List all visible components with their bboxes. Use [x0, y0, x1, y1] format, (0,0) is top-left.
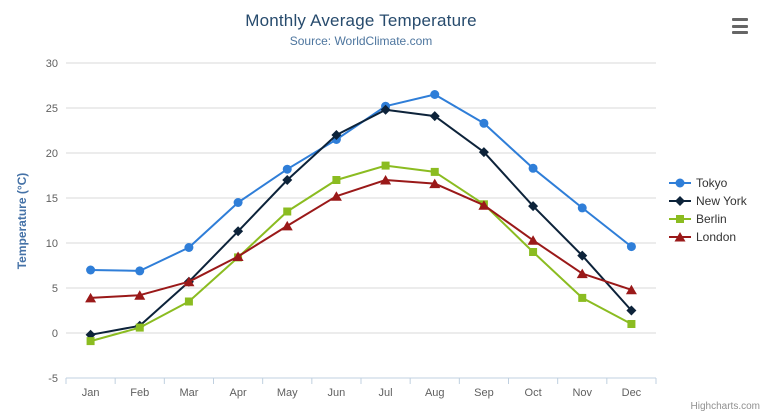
context-menu-button[interactable]	[729, 15, 755, 37]
legend-item-new-york[interactable]: New York	[669, 194, 747, 208]
series-line	[89, 93, 633, 272]
data-point-marker[interactable]	[430, 90, 440, 99]
legend-label: New York	[696, 194, 747, 208]
data-point-marker[interactable]	[86, 337, 95, 346]
data-point-marker[interactable]	[430, 167, 439, 176]
series-line	[89, 179, 633, 299]
y-axis-tick-label: 10	[46, 238, 58, 250]
x-axis-tick-label: Nov	[572, 387, 592, 399]
data-point-marker[interactable]	[134, 290, 146, 300]
data-point-marker[interactable]	[332, 176, 341, 184]
hamburger-menu-icon	[732, 31, 748, 34]
y-axis-tick-label: 0	[52, 328, 58, 340]
series-london[interactable]	[85, 175, 637, 303]
data-point-marker[interactable]	[85, 292, 97, 303]
highcharts-credit[interactable]: Highcharts.com	[690, 401, 760, 412]
legend-label: London	[696, 230, 737, 244]
data-point-marker[interactable]	[135, 266, 145, 276]
legend-marker	[676, 215, 684, 223]
data-point-marker[interactable]	[626, 305, 637, 316]
y-axis-tick-label: 20	[46, 148, 58, 160]
legend-marker	[675, 178, 685, 188]
data-point-marker[interactable]	[381, 161, 390, 170]
data-point-marker[interactable]	[380, 104, 391, 115]
data-point-marker[interactable]	[529, 248, 538, 256]
triangle-legend-marker-icon	[669, 232, 691, 242]
hamburger-menu-icon	[732, 18, 748, 21]
y-axis-tick-label: 25	[46, 103, 58, 115]
legend-label: Berlin	[696, 212, 727, 226]
y-axis-tick-label: 15	[46, 193, 58, 205]
data-point-marker[interactable]	[86, 265, 96, 275]
data-point-marker[interactable]	[479, 118, 489, 128]
legend: Tokyo New York Berlin London	[669, 176, 747, 244]
x-axis-tick-label: May	[277, 387, 298, 399]
diamond-legend-marker-icon	[669, 196, 691, 206]
x-axis-tick-label: Dec	[622, 387, 642, 399]
data-point-marker[interactable]	[577, 250, 588, 261]
y-axis-tick-label: 5	[52, 283, 58, 295]
legend-item-berlin[interactable]: Berlin	[669, 212, 747, 226]
x-axis-tick-label: Jul	[379, 387, 393, 399]
series-new-york[interactable]	[85, 104, 637, 340]
x-axis-tick-label: Jan	[82, 387, 100, 399]
data-point-marker[interactable]	[282, 175, 293, 185]
data-point-marker[interactable]	[184, 243, 194, 252]
y-axis-tick-label: -5	[48, 373, 58, 385]
x-axis-tick-label: Apr	[230, 387, 247, 399]
y-axis-tick-label: 30	[46, 58, 58, 70]
legend-marker	[674, 232, 686, 242]
legend-marker	[675, 196, 685, 206]
data-point-marker[interactable]	[282, 164, 292, 174]
x-axis-tick-label: Aug	[425, 387, 445, 399]
data-point-marker[interactable]	[184, 297, 193, 306]
data-point-marker[interactable]	[380, 175, 392, 185]
data-point-marker[interactable]	[478, 200, 490, 210]
x-axis-tick-label: Mar	[179, 387, 198, 399]
data-point-marker[interactable]	[283, 207, 292, 216]
data-point-marker[interactable]	[429, 111, 440, 122]
x-axis-tick-label: Jun	[328, 387, 346, 399]
series-line	[89, 164, 633, 343]
data-point-marker[interactable]	[232, 251, 244, 262]
x-axis-tick-label: Sep	[474, 387, 494, 399]
data-point-marker[interactable]	[233, 198, 243, 207]
data-point-marker[interactable]	[183, 276, 195, 287]
data-point-marker[interactable]	[528, 163, 538, 173]
data-point-marker[interactable]	[576, 268, 588, 279]
data-point-marker[interactable]	[330, 191, 342, 201]
data-point-marker[interactable]	[626, 242, 636, 252]
circle-legend-marker-icon	[669, 178, 691, 188]
data-point-marker[interactable]	[429, 178, 441, 189]
data-point-marker[interactable]	[135, 323, 144, 332]
data-point-marker[interactable]	[233, 226, 244, 237]
series-tokyo[interactable]	[86, 90, 636, 276]
data-point-marker[interactable]	[331, 130, 342, 140]
data-point-marker[interactable]	[578, 293, 587, 302]
chart-subtitle: Source: WorldClimate.com	[289, 34, 433, 48]
data-point-marker[interactable]	[281, 220, 293, 231]
data-point-marker[interactable]	[478, 147, 489, 158]
legend-label: Tokyo	[696, 176, 728, 190]
data-point-marker[interactable]	[527, 235, 539, 245]
hamburger-menu-icon	[732, 24, 748, 28]
chart-title: Monthly Average Temperature	[245, 11, 477, 30]
data-point-marker[interactable]	[627, 320, 636, 328]
data-point-marker[interactable]	[625, 284, 637, 295]
data-point-marker[interactable]	[528, 201, 539, 212]
x-axis-tick-label: Feb	[130, 387, 149, 399]
square-legend-marker-icon	[669, 215, 691, 223]
legend-item-tokyo[interactable]: Tokyo	[669, 176, 747, 190]
data-point-marker[interactable]	[577, 203, 587, 213]
series-line	[89, 108, 633, 336]
x-axis-tick-label: Oct	[525, 387, 542, 399]
legend-item-london[interactable]: London	[669, 230, 747, 244]
